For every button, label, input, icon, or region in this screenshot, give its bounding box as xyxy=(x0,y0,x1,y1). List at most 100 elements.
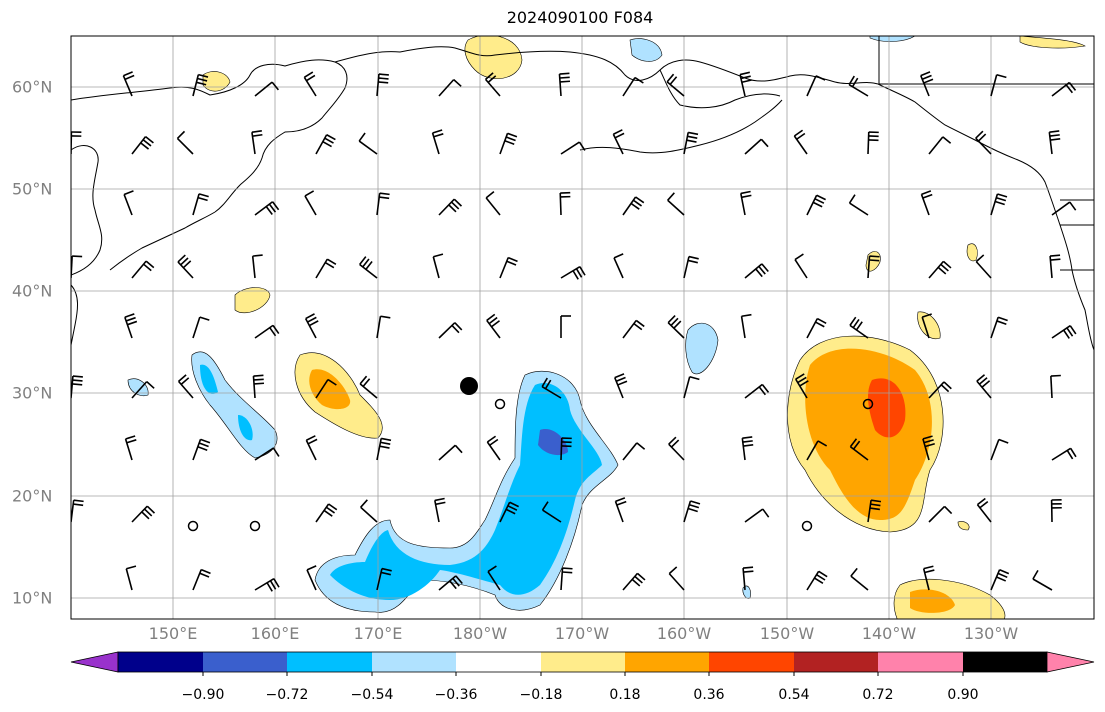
lon-label-150w: 150°W xyxy=(759,624,815,643)
negative-anomaly-central xyxy=(314,370,619,613)
positive-anomaly-small-4 xyxy=(1019,36,1086,49)
lon-label-150e: 150°E xyxy=(148,624,198,643)
wind-barb xyxy=(499,501,519,523)
wind-barb xyxy=(177,374,194,399)
wind-barb xyxy=(438,575,463,591)
wind-barb xyxy=(254,324,280,339)
wind-barb xyxy=(1050,499,1062,523)
wind-barb xyxy=(867,131,879,155)
wind-barb xyxy=(438,198,463,216)
wind-barb xyxy=(252,374,265,399)
wind-barb xyxy=(976,374,992,399)
wind-barbs xyxy=(71,71,1077,592)
wind-barb xyxy=(976,497,992,523)
wind-barb xyxy=(740,190,752,216)
lat-label-10n: 10°N xyxy=(12,588,53,608)
negative-anomaly-small-1 xyxy=(127,378,149,397)
wind-barb xyxy=(793,129,808,155)
wind-barb xyxy=(794,373,809,399)
wind-barb xyxy=(1050,374,1061,399)
colorbar-segment xyxy=(541,652,625,672)
wind-barb xyxy=(613,253,624,279)
wind-barb xyxy=(683,375,700,399)
positive-anomaly-small-1 xyxy=(234,287,271,314)
wind-barb xyxy=(560,265,586,280)
wind-barb xyxy=(1048,130,1061,155)
wind-barb xyxy=(990,316,1008,339)
wind-barb xyxy=(358,132,378,155)
map-content xyxy=(71,36,1094,619)
wind-barb xyxy=(928,505,953,523)
wind-barb xyxy=(177,254,194,279)
positive-anomaly-west xyxy=(294,352,383,439)
lat-label-20n: 20°N xyxy=(12,486,53,506)
wind-barb xyxy=(848,75,869,97)
colorbar-segment xyxy=(456,652,541,672)
positive-anomaly-small-2 xyxy=(202,71,231,92)
lon-label-140w: 140°W xyxy=(861,624,917,643)
gridlines xyxy=(71,36,1094,619)
wind-barb xyxy=(928,381,952,399)
wind-barb xyxy=(849,438,869,461)
wind-barb xyxy=(741,436,754,461)
wind-barb xyxy=(806,570,828,591)
wind-barb xyxy=(794,253,808,279)
wind-barb xyxy=(541,501,562,523)
negative-anomaly-small-3 xyxy=(629,38,663,62)
wind-barb xyxy=(667,192,685,216)
wind-barb xyxy=(806,317,827,339)
wind-barb xyxy=(131,381,155,399)
wind-barb xyxy=(359,256,378,279)
wind-barb xyxy=(486,313,501,339)
wind-barb xyxy=(315,134,336,155)
wind-barb xyxy=(622,196,645,216)
wind-barb xyxy=(485,190,501,216)
wind-barb xyxy=(360,499,378,523)
lon-label-160w: 160°W xyxy=(656,624,712,643)
wind-barb xyxy=(742,566,754,591)
colorbar-tick-label: −0.72 xyxy=(265,687,309,703)
colorbar-tick-label: −0.90 xyxy=(181,687,225,703)
wind-barb xyxy=(376,73,389,97)
wind-barb xyxy=(254,447,280,461)
wind-barb xyxy=(1051,81,1077,97)
wind-barb xyxy=(560,315,571,338)
wind-barb xyxy=(1051,325,1077,339)
negative-anomaly-west xyxy=(191,351,278,459)
wind-barb xyxy=(438,79,462,97)
wind-barb xyxy=(499,256,518,279)
wind-barb xyxy=(71,214,72,215)
wind-barb xyxy=(376,437,392,461)
lat-label-30n: 30°N xyxy=(12,383,53,403)
wind-barb xyxy=(1051,201,1077,216)
wind-barb xyxy=(251,130,263,155)
wind-barb xyxy=(71,588,72,590)
wind-barb xyxy=(560,141,586,155)
wind-barb xyxy=(806,75,826,97)
wind-barb xyxy=(683,131,699,155)
lon-label-160e: 160°E xyxy=(250,624,300,643)
wind-barb xyxy=(990,438,1009,461)
wind-barb xyxy=(614,497,627,523)
wind-barb xyxy=(622,572,646,591)
wind-barb xyxy=(622,319,645,339)
wind-barb xyxy=(975,130,992,155)
colorbar-segment xyxy=(709,652,794,672)
wind-barb xyxy=(251,254,263,279)
colorbar-tick-label: 0.54 xyxy=(778,687,810,703)
wind-barb xyxy=(612,129,625,155)
map-title: 2024090100 F084 xyxy=(506,8,654,27)
negative-anomaly-small-2 xyxy=(685,322,719,375)
wind-barb xyxy=(668,566,685,591)
colorbar-segment xyxy=(963,652,1047,672)
wind-barb xyxy=(558,72,571,97)
lon-label-180w: 180°W xyxy=(452,624,508,643)
colorbar-segment xyxy=(287,652,372,672)
wind-barb xyxy=(131,260,155,279)
positive-anomaly-south xyxy=(893,579,1006,619)
wind-barb xyxy=(683,500,701,523)
wind-barb xyxy=(668,436,685,461)
wind-barb xyxy=(740,313,752,339)
wind-barb xyxy=(744,263,769,279)
